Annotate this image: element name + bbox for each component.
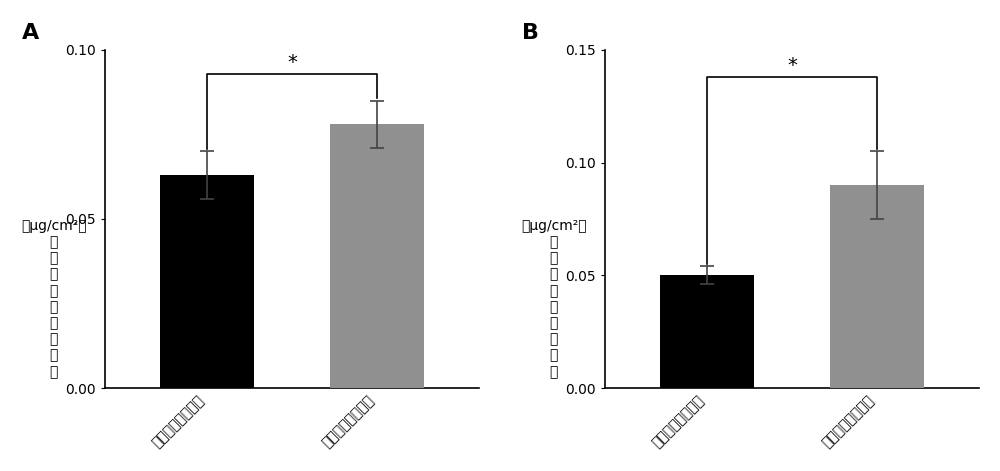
- Bar: [160, 175, 254, 388]
- Text: B: B: [522, 23, 539, 43]
- Text: A: A: [22, 23, 39, 43]
- Bar: [830, 185, 924, 388]
- Text: *: *: [287, 53, 297, 72]
- Text: *: *: [787, 56, 797, 75]
- Y-axis label: （μg/cm²）
曲
美
替
尼
离
体
滞
留
量: （μg/cm²） 曲 美 替 尼 离 体 滞 留 量: [21, 219, 86, 379]
- Y-axis label: （μg/cm²）
曲
美
替
尼
在
体
滞
留
量: （μg/cm²） 曲 美 替 尼 在 体 滞 留 量: [521, 219, 586, 379]
- Bar: [330, 124, 424, 388]
- Bar: [660, 276, 754, 388]
